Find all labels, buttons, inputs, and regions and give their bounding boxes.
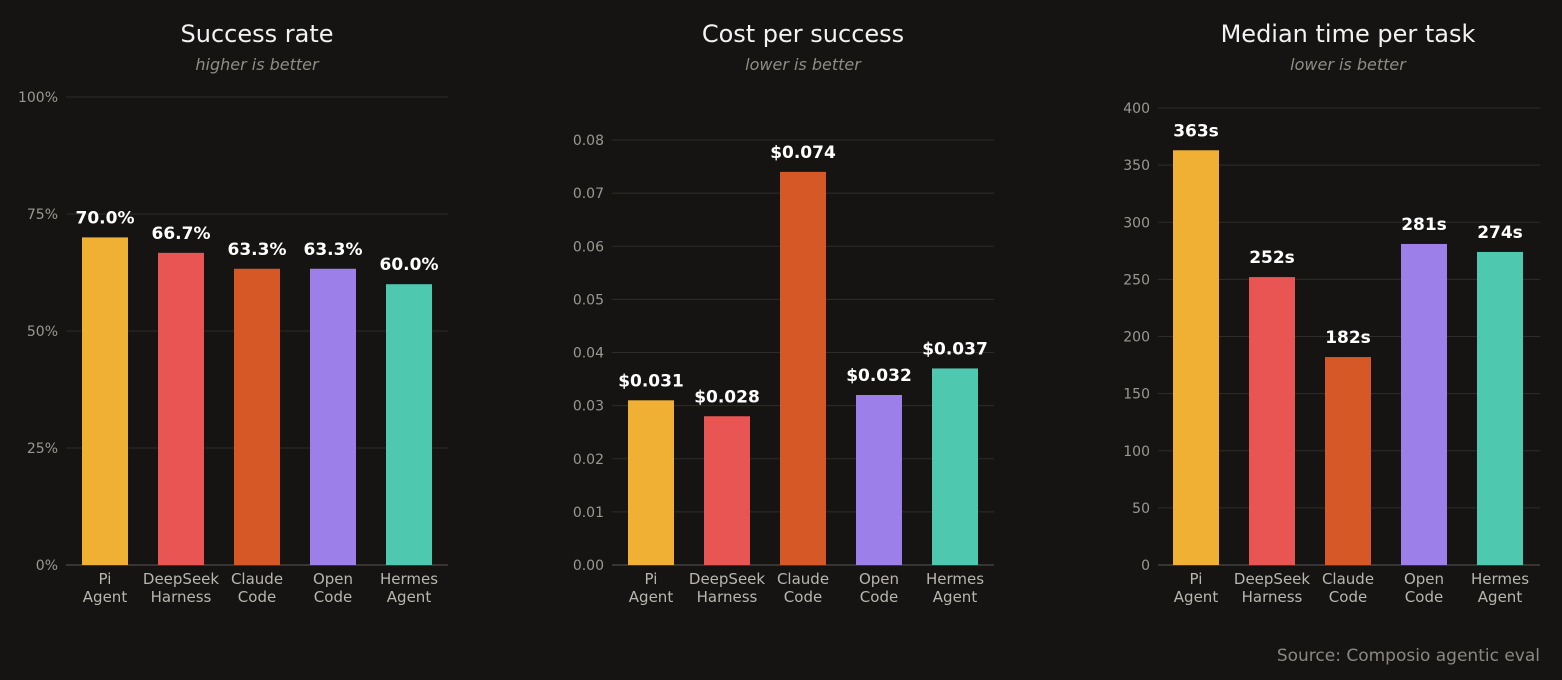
category-label: Pi — [645, 570, 658, 588]
category-label: Open — [859, 570, 899, 588]
bar-value-label: 70.0% — [76, 208, 135, 228]
bar — [386, 284, 432, 565]
y-tick-label: 150 — [1123, 387, 1150, 403]
y-tick-label: 300 — [1123, 215, 1150, 231]
category-label: DeepSeek — [1234, 570, 1311, 588]
bar — [1173, 150, 1219, 565]
bar-value-label: $0.031 — [618, 371, 684, 391]
bar — [780, 171, 826, 565]
chart-title: Success rate — [181, 20, 334, 48]
y-tick-label: 0.01 — [573, 505, 604, 521]
y-tick-label: 25% — [27, 441, 58, 457]
bar-value-label: 60.0% — [380, 255, 439, 275]
chart-title: Median time per task — [1221, 20, 1476, 48]
bar-value-label: 63.3% — [228, 240, 287, 260]
bar-value-label: 281s — [1401, 215, 1447, 235]
bar — [1249, 277, 1295, 565]
y-tick-label: 200 — [1123, 330, 1150, 346]
bar — [158, 252, 204, 565]
bar-value-label: 252s — [1249, 248, 1295, 268]
y-tick-label: 250 — [1123, 272, 1150, 288]
bar — [310, 268, 356, 565]
category-label: Code — [784, 588, 822, 606]
bar — [628, 400, 674, 565]
source-note: Source: Composio agentic eval — [1276, 646, 1540, 666]
y-tick-label: 0.00 — [573, 558, 604, 574]
chart-subtitle: higher is better — [195, 55, 320, 74]
category-label: Harness — [151, 588, 212, 606]
category-label: Hermes — [1471, 570, 1529, 588]
category-label: Claude — [1322, 570, 1374, 588]
bar-value-label: $0.028 — [694, 387, 760, 407]
category-label: Pi — [1190, 570, 1203, 588]
category-label: Agent — [629, 588, 674, 606]
y-tick-label: 0.02 — [573, 452, 604, 468]
bar — [704, 416, 750, 565]
category-label: Code — [1329, 588, 1367, 606]
bar-value-label: 63.3% — [304, 240, 363, 260]
category-label: Code — [314, 588, 352, 606]
category-label: Harness — [1242, 588, 1303, 606]
bar-value-label: 182s — [1325, 328, 1371, 348]
bar-value-label: 66.7% — [152, 224, 211, 244]
category-label: Pi — [99, 570, 112, 588]
y-tick-label: 0 — [1141, 558, 1150, 574]
median-time-chart: Median time per task lower is better 0 50 10… — [1123, 20, 1540, 606]
category-label: Agent — [83, 588, 128, 606]
y-tick-label: 0.08 — [573, 133, 604, 149]
y-tick-label: 0.07 — [573, 186, 604, 202]
bar — [1477, 251, 1523, 565]
category-label: Open — [1404, 570, 1444, 588]
bar — [1325, 357, 1371, 565]
bar — [234, 268, 280, 565]
y-tick-label: 350 — [1123, 158, 1150, 174]
category-label: Claude — [231, 570, 283, 588]
category-label: Code — [860, 588, 898, 606]
y-tick-label: 100% — [18, 90, 58, 106]
category-label: Agent — [933, 588, 978, 606]
category-label: Hermes — [926, 570, 984, 588]
y-tick-label: 50 — [1132, 501, 1150, 517]
bar — [1401, 243, 1447, 565]
y-tick-label: 0.05 — [573, 292, 604, 308]
cost-per-success-chart: Cost per success lower is better 0.00 0.01 0… — [573, 20, 994, 606]
y-tick-label: 0% — [36, 558, 58, 574]
y-tick-label: 100 — [1123, 444, 1150, 460]
bar — [856, 395, 902, 565]
success-rate-chart: Success rate higher is better 0% 25% 50% 75% 1… — [18, 20, 448, 606]
category-label: Agent — [387, 588, 432, 606]
category-label: Claude — [777, 570, 829, 588]
y-tick-label: 400 — [1123, 101, 1150, 117]
bar-value-label: 274s — [1477, 223, 1523, 243]
y-tick-label: 0.04 — [573, 346, 604, 362]
y-tick-label: 0.06 — [573, 239, 604, 255]
bar — [82, 237, 128, 565]
bar-value-label: 363s — [1173, 121, 1219, 141]
category-label: Hermes — [380, 570, 438, 588]
bar-value-label: $0.074 — [770, 143, 836, 163]
bar-value-label: $0.032 — [846, 366, 912, 386]
category-label: Code — [1405, 588, 1443, 606]
y-tick-label: 50% — [27, 324, 58, 340]
category-label: Open — [313, 570, 353, 588]
category-label: Agent — [1174, 588, 1219, 606]
category-label: Code — [238, 588, 276, 606]
bar-value-label: $0.037 — [922, 339, 988, 359]
chart-title: Cost per success — [702, 20, 904, 48]
category-label: Harness — [697, 588, 758, 606]
y-tick-label: 75% — [27, 207, 58, 223]
category-label: DeepSeek — [689, 570, 766, 588]
y-tick-label: 0.03 — [573, 399, 604, 415]
chart-subtitle: lower is better — [1290, 55, 1407, 74]
chart-subtitle: lower is better — [745, 55, 862, 74]
bar — [932, 368, 978, 565]
category-label: Agent — [1478, 588, 1523, 606]
category-label: DeepSeek — [143, 570, 220, 588]
